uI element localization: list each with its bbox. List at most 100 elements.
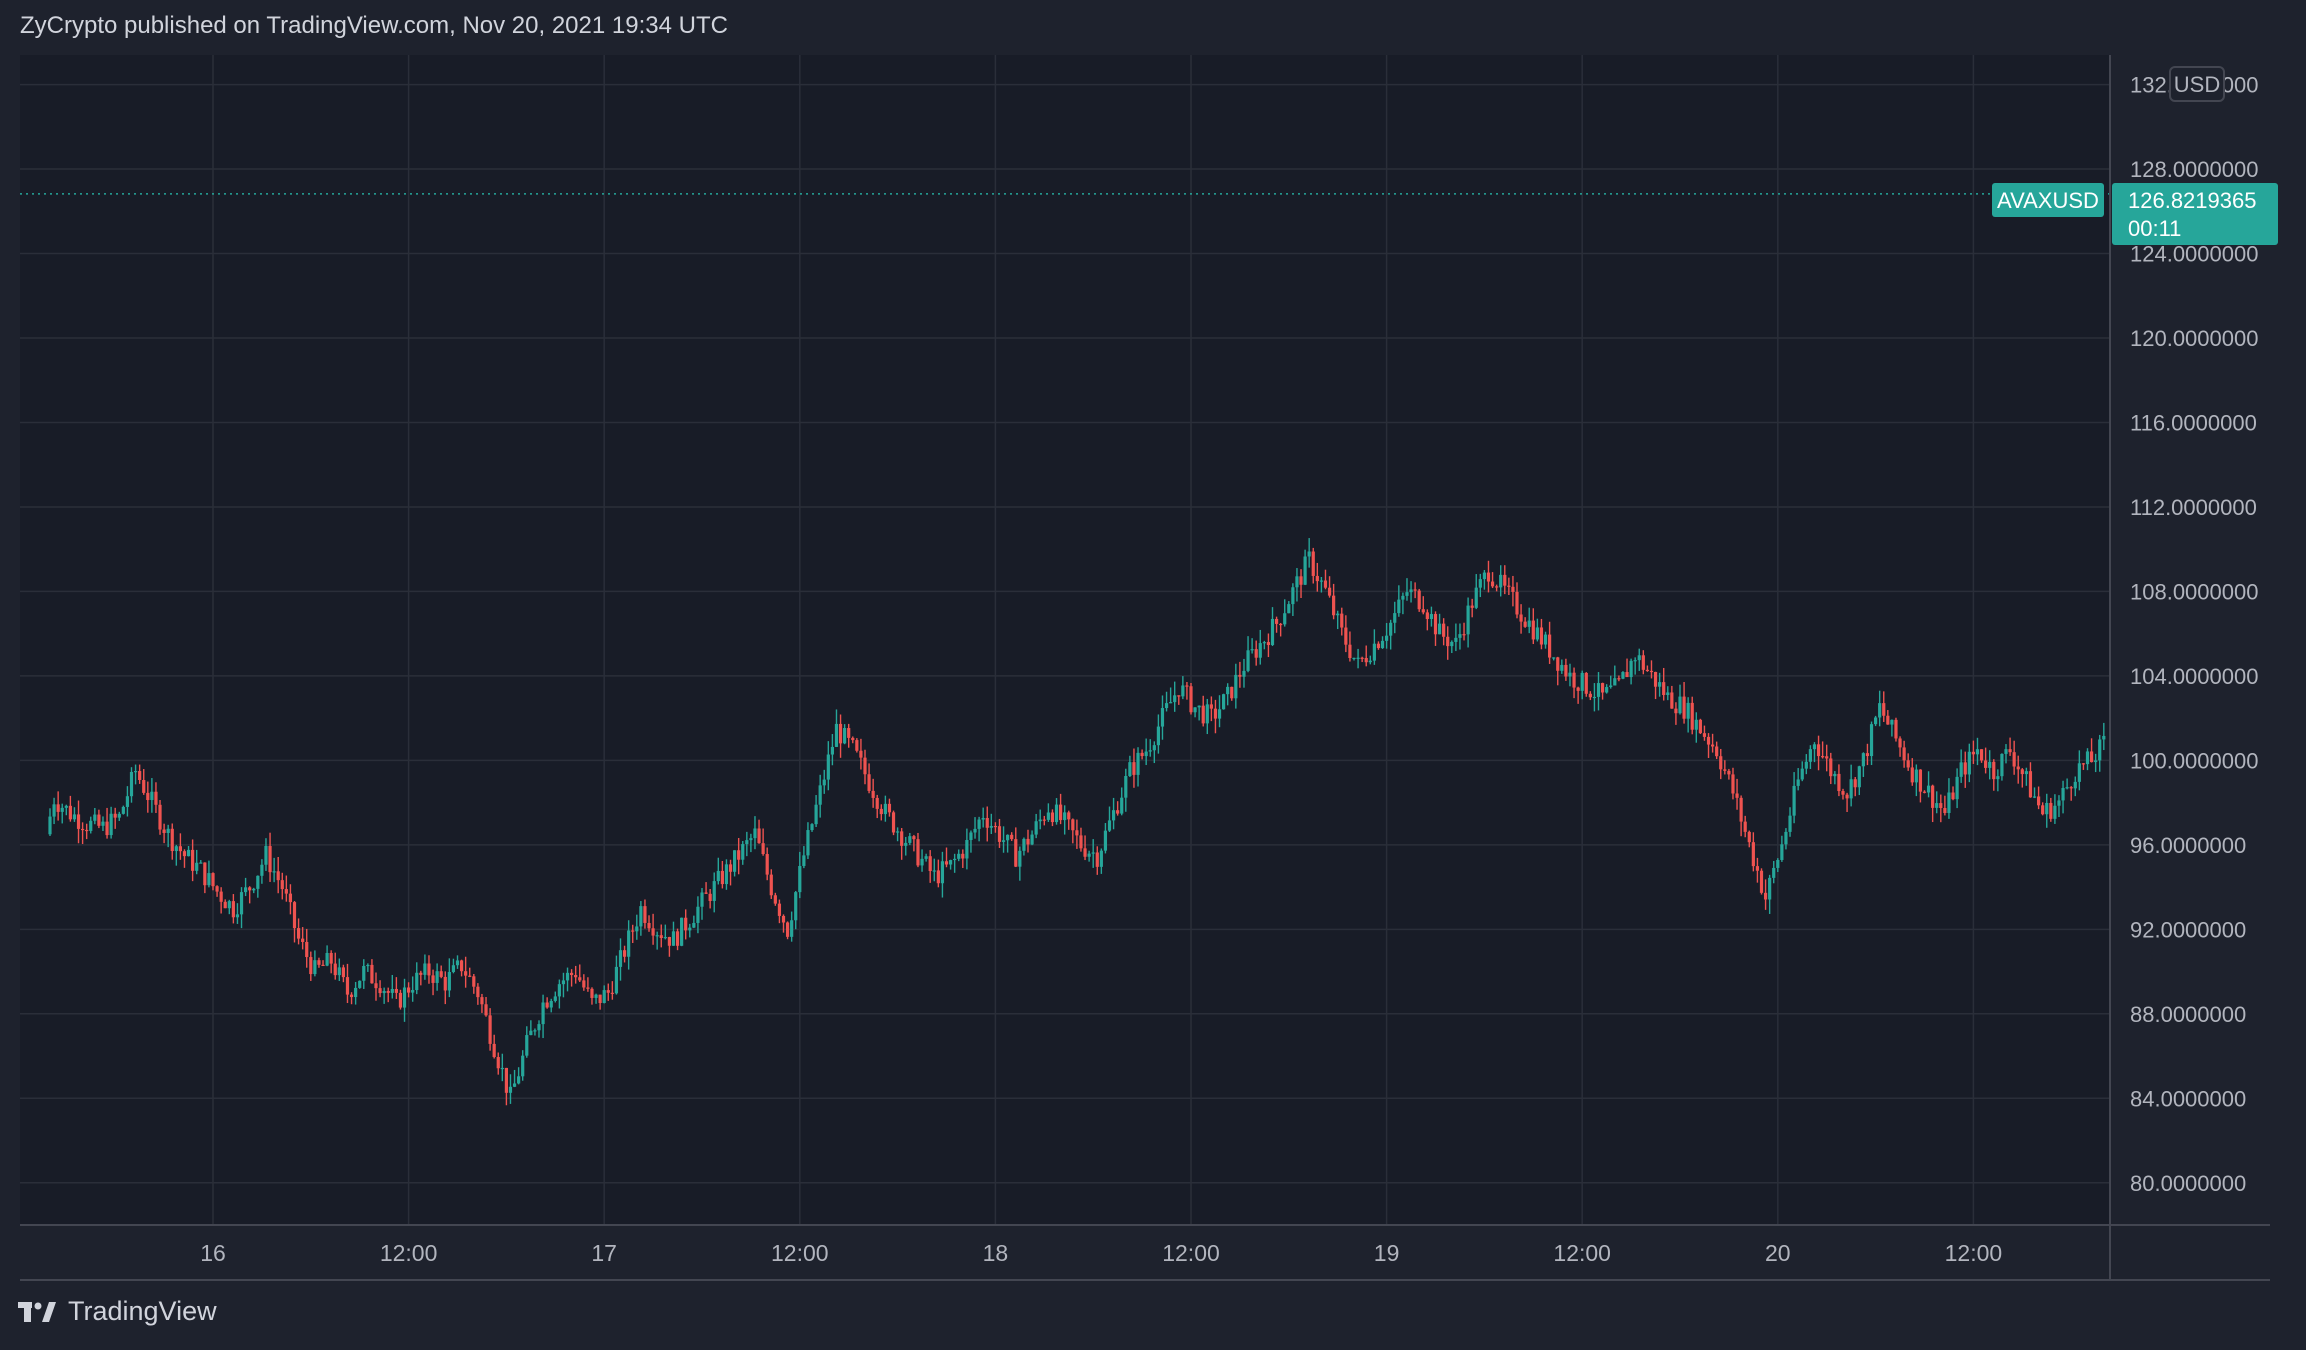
candle-body (1535, 627, 1539, 640)
candle-body (1939, 803, 1943, 809)
candle-body (1152, 745, 1156, 751)
candle-body (1181, 685, 1185, 697)
candle-body (712, 881, 716, 901)
candle-body (680, 917, 684, 946)
candle-body (1291, 587, 1295, 605)
candle-body (480, 997, 484, 1005)
candle-body (1548, 634, 1552, 658)
candle-body (1458, 634, 1462, 638)
candle-body (101, 821, 105, 826)
bar-countdown: 00:11 (2128, 216, 2181, 241)
candle-body (1054, 804, 1059, 823)
x-tick-label: 16 (200, 1240, 226, 1266)
candle-body (1042, 819, 1046, 821)
candle-body (60, 807, 64, 812)
candle-body (1091, 852, 1095, 854)
candle-body (2098, 739, 2102, 761)
candle-body (186, 849, 191, 857)
candle-body (178, 846, 182, 852)
candle-body (871, 790, 875, 798)
candle-body (321, 964, 325, 967)
candle-body (1307, 551, 1311, 557)
candle-body (529, 1030, 533, 1036)
candle-body (749, 838, 753, 841)
candle-body (1169, 702, 1173, 704)
candle-body (908, 836, 912, 843)
candle-body (496, 1057, 500, 1069)
candle-body (1160, 708, 1165, 727)
candle-body (374, 983, 378, 989)
candle-body (1046, 812, 1050, 820)
y-tick-label: 120.0000000 (2130, 326, 2258, 351)
candle-body (215, 886, 219, 892)
candle-body (2049, 802, 2053, 819)
candle-body (472, 976, 476, 987)
candle-body (1209, 704, 1213, 709)
candle-body (822, 779, 826, 786)
candle-body (1641, 655, 1645, 670)
time-axis[interactable]: 16 12:00 17 12:00 18 12:00 19 12:00 20 12:00 (200, 1240, 2002, 1266)
candle-body (957, 853, 961, 859)
candle-body (1943, 808, 1947, 813)
currency-badge[interactable]: USD (2169, 66, 2225, 102)
candle-body (2081, 763, 2086, 765)
last-price-value: 126.8219365 (2128, 188, 2256, 213)
candle-body (423, 963, 427, 975)
candle-body (2077, 763, 2081, 782)
candle-body (904, 842, 908, 846)
candle-body (541, 1002, 545, 1025)
candle-body (313, 960, 317, 975)
candle-body (1539, 627, 1544, 645)
y-tick-label: 80.0000000 (2130, 1171, 2246, 1196)
candle-body (1833, 773, 1837, 777)
candle-body (1393, 613, 1397, 623)
candle-body (867, 774, 871, 791)
price-axis[interactable]: 80.0000000 84.0000000 88.0000000 92.0000000… (2130, 73, 2258, 1196)
candle-body (1454, 637, 1458, 642)
candle-body (1014, 839, 1018, 867)
candle-body (1437, 623, 1442, 635)
candle-body (1727, 770, 1731, 775)
candle-body (211, 873, 215, 887)
candle-body (1678, 696, 1682, 714)
candle-body (1067, 812, 1071, 820)
candle-body (195, 862, 199, 871)
candle-body (1413, 589, 1417, 591)
candle-body (1584, 672, 1588, 694)
candle-body (2102, 735, 2106, 740)
candle-body (1417, 590, 1421, 610)
candle-body (1906, 760, 1910, 768)
x-tick-label: 17 (591, 1240, 617, 1266)
candle-body (484, 1004, 488, 1016)
candle-body (1482, 572, 1486, 580)
candle-body (1018, 850, 1022, 867)
candle-body (1193, 707, 1197, 713)
candle-body (117, 813, 121, 818)
candle-body (2073, 781, 2077, 789)
candle-body (1609, 685, 1613, 688)
candle-body (358, 980, 362, 988)
candle-body (704, 892, 708, 894)
candle-body (1519, 614, 1523, 622)
candle-body (248, 887, 252, 891)
candle-body (1605, 687, 1609, 693)
tradingview-logo[interactable]: TradingView (18, 1296, 217, 1327)
candle-body (1136, 752, 1140, 775)
candle-body (52, 804, 56, 817)
candle-body (2028, 771, 2033, 798)
candle-body (1849, 779, 1853, 799)
candle-body (830, 746, 834, 755)
candle-body (574, 975, 578, 978)
x-tick-label: 12:00 (771, 1240, 829, 1266)
candle-body (985, 818, 989, 828)
candle-body (1372, 643, 1376, 661)
candle-body (1490, 581, 1495, 587)
candle-body (1596, 683, 1601, 697)
candle-body (455, 960, 460, 966)
candle-body (1462, 634, 1466, 636)
candle-body (610, 992, 614, 994)
candle-body (924, 856, 928, 859)
candle-body (260, 864, 264, 876)
candle-body (1837, 773, 1841, 792)
